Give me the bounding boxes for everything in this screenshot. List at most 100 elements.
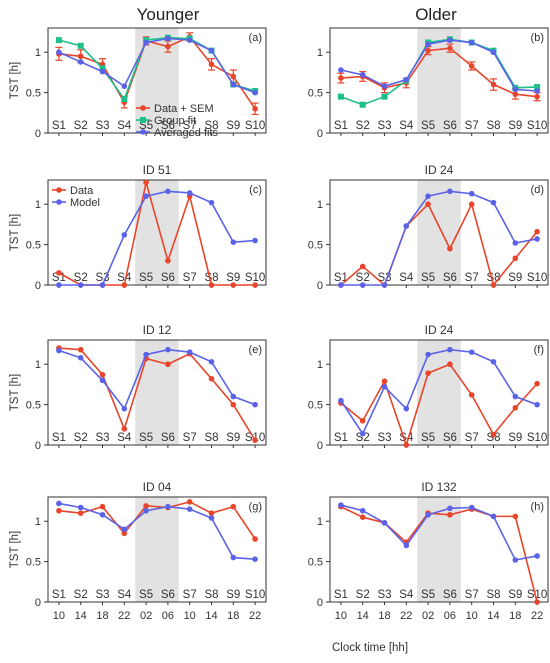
data-point bbox=[490, 431, 497, 438]
stage-label: S10 bbox=[245, 589, 265, 601]
data-point bbox=[534, 236, 540, 242]
clock-tick-label: 18 bbox=[96, 610, 108, 622]
data-point bbox=[359, 72, 366, 78]
x-axis-label: Clock time [hh] bbox=[332, 642, 408, 654]
data-point bbox=[165, 346, 171, 353]
data-point bbox=[403, 442, 410, 448]
data-point bbox=[403, 76, 410, 83]
data-point bbox=[56, 507, 62, 514]
stage-label: S4 bbox=[117, 272, 132, 284]
night-shade-region bbox=[417, 28, 461, 133]
stage-label: S3 bbox=[377, 589, 391, 601]
stage-label: S2 bbox=[356, 272, 370, 284]
stage-label: S8 bbox=[204, 120, 218, 132]
clock-tick-label: 10 bbox=[53, 610, 65, 622]
data-point bbox=[56, 49, 62, 56]
clock-tick-label: 02 bbox=[140, 610, 152, 622]
data-point bbox=[403, 223, 410, 229]
y-tick-label: 1 bbox=[35, 359, 41, 371]
stage-label: S10 bbox=[527, 272, 547, 284]
data-point bbox=[99, 377, 106, 384]
night-shade-region bbox=[135, 340, 179, 445]
data-point bbox=[56, 347, 62, 354]
stage-label: S9 bbox=[508, 120, 522, 132]
column-title-older: Older bbox=[415, 5, 457, 24]
data-point bbox=[447, 188, 453, 195]
stage-label: S5 bbox=[139, 432, 153, 444]
legend-swatch-marker bbox=[56, 187, 62, 193]
data-point-square bbox=[337, 93, 344, 100]
clock-tick-label: 14 bbox=[487, 610, 499, 622]
series-line bbox=[340, 348, 538, 436]
stage-label: S1 bbox=[334, 432, 348, 444]
data-point bbox=[143, 351, 149, 358]
data-point bbox=[99, 503, 106, 510]
data-point bbox=[252, 556, 258, 562]
data-point bbox=[512, 255, 519, 262]
stage-label: S6 bbox=[443, 589, 457, 601]
data-point bbox=[425, 511, 431, 518]
data-point bbox=[359, 282, 366, 288]
data-point bbox=[468, 63, 475, 69]
series-line bbox=[340, 505, 538, 603]
data-point bbox=[534, 228, 540, 235]
data-point bbox=[230, 401, 237, 408]
data-point bbox=[56, 282, 62, 288]
panel-tag-label: (e) bbox=[249, 344, 262, 356]
series-line bbox=[340, 504, 538, 561]
data-point-square bbox=[99, 65, 106, 72]
data-point bbox=[252, 237, 258, 244]
y-tick-label: 0 bbox=[35, 597, 41, 609]
stage-label: S8 bbox=[486, 432, 500, 444]
data-point bbox=[490, 81, 497, 88]
stage-label: S7 bbox=[465, 272, 479, 284]
data-point bbox=[534, 93, 540, 100]
data-point bbox=[208, 515, 215, 521]
data-point bbox=[208, 359, 215, 365]
stage-label: S3 bbox=[95, 589, 109, 601]
stage-label: S1 bbox=[52, 120, 66, 132]
clock-tick-label: 22 bbox=[400, 610, 412, 622]
stage-label: S5 bbox=[139, 589, 153, 601]
data-point bbox=[425, 47, 431, 54]
y-tick-label: 0 bbox=[35, 280, 41, 292]
stage-label: S8 bbox=[204, 589, 218, 601]
stage-label: S6 bbox=[161, 589, 175, 601]
panel-frame bbox=[47, 27, 267, 134]
data-point bbox=[490, 359, 497, 365]
stage-label: S5 bbox=[139, 272, 153, 284]
y-tick-label: 1 bbox=[35, 516, 41, 528]
stage-label: S9 bbox=[226, 272, 240, 284]
stage-label: S9 bbox=[508, 432, 522, 444]
y-tick-label: 1 bbox=[35, 47, 41, 59]
legend-swatch-marker bbox=[140, 105, 146, 111]
data-point bbox=[534, 401, 540, 408]
clock-tick-label: 10 bbox=[184, 610, 196, 622]
stage-label: S4 bbox=[117, 120, 132, 132]
stage-label: S10 bbox=[527, 120, 547, 132]
stage-label: S4 bbox=[117, 589, 132, 601]
data-point bbox=[77, 346, 84, 353]
y-tick-label: 0 bbox=[35, 128, 41, 140]
stage-label: S6 bbox=[443, 272, 457, 284]
data-point bbox=[186, 190, 193, 196]
stage-label: S7 bbox=[465, 120, 479, 132]
data-point bbox=[77, 282, 84, 288]
series-line bbox=[58, 190, 256, 286]
series-line bbox=[340, 47, 538, 98]
data-point bbox=[252, 105, 258, 112]
panel-frame bbox=[329, 27, 549, 134]
legend-entry-label: Model bbox=[70, 197, 100, 209]
panel-title: ID 12 bbox=[143, 323, 172, 337]
stage-label: S10 bbox=[527, 432, 547, 444]
data-point-square bbox=[534, 83, 541, 90]
data-point bbox=[338, 75, 344, 81]
stage-label: S2 bbox=[74, 272, 88, 284]
stage-label: S7 bbox=[183, 272, 197, 284]
night-shade-region bbox=[135, 180, 179, 285]
data-point bbox=[252, 536, 258, 542]
y-tick-label: 0.5 bbox=[26, 557, 41, 569]
data-point bbox=[425, 351, 431, 358]
